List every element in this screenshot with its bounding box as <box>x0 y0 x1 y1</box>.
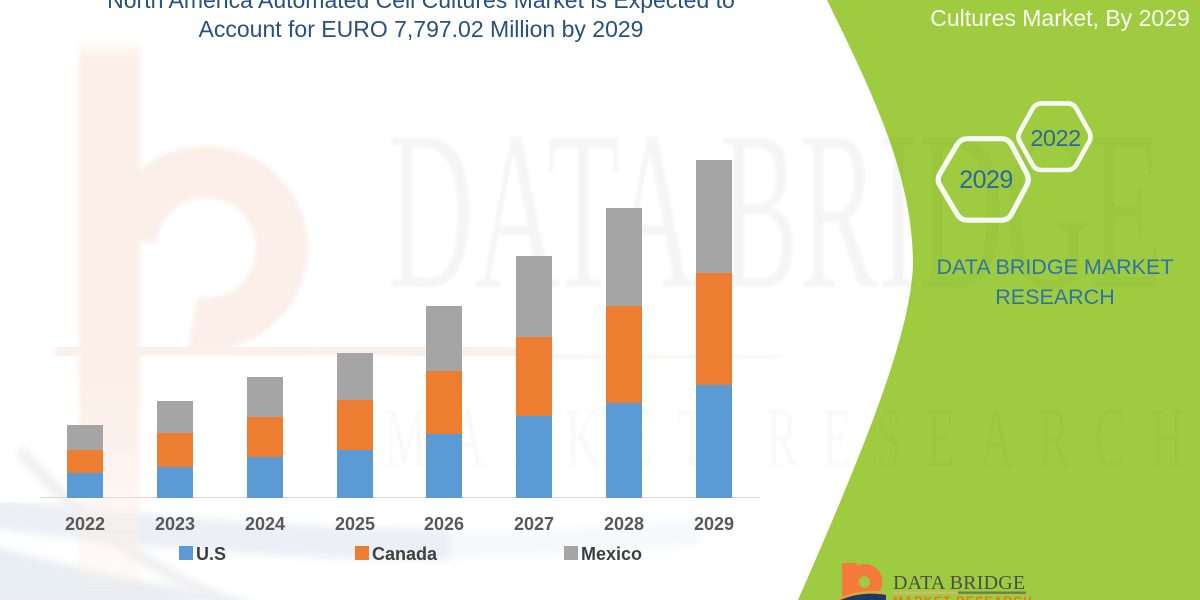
svg-text:DATA BRIDGE: DATA BRIDGE <box>893 572 1025 594</box>
svg-text:MARKET RESEARCH: MARKET RESEARCH <box>893 594 1033 600</box>
svg-text:MARKET RESEARCH: MARKET RESEARCH <box>385 390 1200 484</box>
